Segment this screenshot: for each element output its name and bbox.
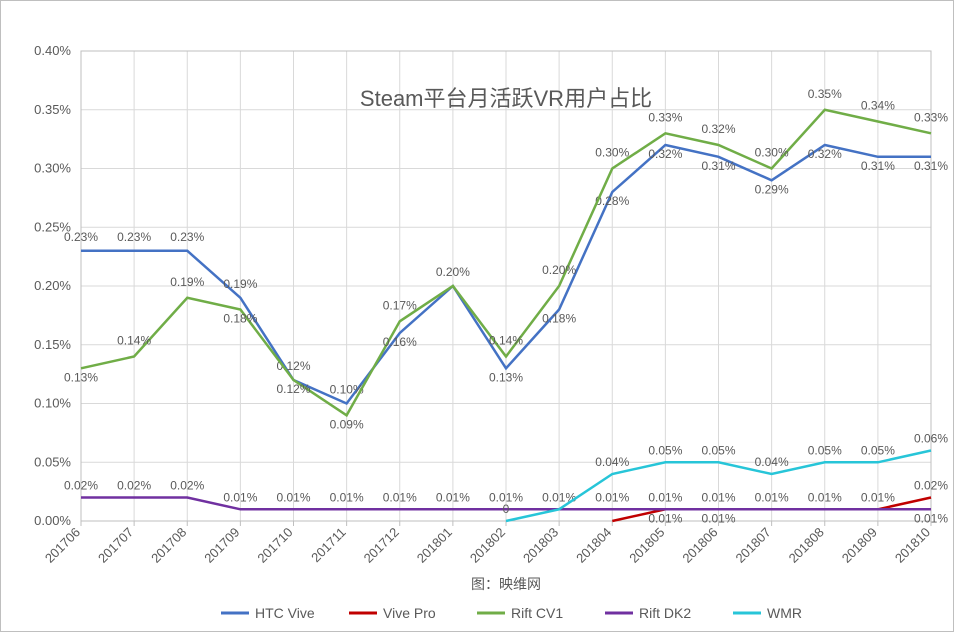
x-tick-label: 201710	[254, 525, 295, 566]
data-label: 0.30%	[755, 146, 789, 160]
x-tick-label: 201805	[626, 525, 667, 566]
x-tick-label: 201801	[414, 525, 455, 566]
y-tick-label: 0.00%	[34, 513, 71, 528]
data-label: 0.01%	[755, 490, 789, 504]
data-label: 0.02%	[64, 479, 98, 493]
data-label: 0.19%	[170, 275, 204, 289]
data-label: 0.16%	[383, 335, 417, 349]
data-label: 0.33%	[648, 110, 682, 124]
y-tick-label: 0.35%	[34, 102, 71, 117]
chart-title: Steam平台月活跃VR用户占比	[360, 86, 652, 111]
data-label: 0.01%	[648, 511, 682, 525]
data-label: 0.12%	[276, 382, 310, 396]
x-tick-label: 201707	[95, 525, 136, 566]
y-tick-label: 0.05%	[34, 454, 71, 469]
data-label: 0.23%	[170, 230, 204, 244]
x-tick-label: 201806	[679, 525, 720, 566]
data-label: 0.18%	[542, 312, 576, 326]
data-label: 0.06%	[914, 432, 948, 446]
x-tick-label: 201803	[520, 525, 561, 566]
data-label: 0.13%	[489, 370, 523, 384]
data-label: 0.35%	[808, 87, 842, 101]
chart-container: 0.00%0.05%0.10%0.15%0.20%0.25%0.30%0.35%…	[0, 0, 954, 632]
legend-label: Vive Pro	[383, 605, 436, 621]
data-label: 0.33%	[914, 110, 948, 124]
x-tick-label: 201808	[786, 525, 827, 566]
data-label: 0.02%	[914, 479, 948, 493]
data-label: 0.05%	[808, 443, 842, 457]
x-tick-label: 201709	[201, 525, 242, 566]
x-tick-label: 201711	[308, 525, 349, 566]
x-tick-label: 201706	[42, 525, 83, 566]
data-label: 0.32%	[701, 122, 735, 136]
x-tick-label: 201712	[361, 525, 402, 566]
data-label: 0.01%	[595, 490, 629, 504]
data-label: 0.02%	[117, 479, 151, 493]
x-tick-label: 201809	[839, 525, 880, 566]
data-label: 0.01%	[223, 490, 257, 504]
x-tick-label: 201708	[148, 525, 189, 566]
data-label: 0.02%	[170, 479, 204, 493]
data-label: 0.01%	[436, 490, 470, 504]
data-label: 0.01%	[383, 490, 417, 504]
y-tick-label: 0.30%	[34, 161, 71, 176]
x-tick-label: 201804	[573, 525, 614, 566]
chart-caption: 图：映维网	[471, 576, 541, 592]
data-label: 0.23%	[117, 230, 151, 244]
y-tick-label: 0.15%	[34, 337, 71, 352]
data-label: 0.31%	[914, 159, 948, 173]
data-label: 0.05%	[648, 443, 682, 457]
data-label: 0.01%	[808, 490, 842, 504]
data-label: 0.20%	[542, 263, 576, 277]
data-label: 0.18%	[223, 312, 257, 326]
data-label: 0.04%	[755, 455, 789, 469]
y-tick-label: 0.10%	[34, 396, 71, 411]
data-label: 0	[503, 502, 510, 516]
data-label: 0.05%	[701, 443, 735, 457]
x-tick-label: 201810	[892, 525, 933, 566]
data-label: 0.29%	[755, 182, 789, 196]
data-label: 0.13%	[64, 370, 98, 384]
legend-label: Rift CV1	[511, 605, 563, 621]
data-label: 0.09%	[330, 417, 364, 431]
data-label: 0.31%	[701, 159, 735, 173]
data-label: 0.32%	[808, 147, 842, 161]
legend-label: WMR	[767, 605, 802, 621]
data-label: 0.23%	[64, 230, 98, 244]
data-label: 0.14%	[489, 334, 523, 348]
line-chart-svg: 0.00%0.05%0.10%0.15%0.20%0.25%0.30%0.35%…	[1, 1, 954, 633]
y-tick-label: 0.40%	[34, 43, 71, 58]
legend-label: Rift DK2	[639, 605, 691, 621]
data-label: 0.30%	[595, 146, 629, 160]
data-label: 0.34%	[861, 99, 895, 113]
data-label: 0.05%	[861, 443, 895, 457]
data-label: 0.01%	[276, 490, 310, 504]
y-tick-label: 0.20%	[34, 278, 71, 293]
data-label: 0.17%	[383, 298, 417, 312]
data-label: 0.01%	[648, 490, 682, 504]
data-label: 0.01%	[861, 490, 895, 504]
data-label: 0.14%	[117, 334, 151, 348]
legend-label: HTC Vive	[255, 605, 315, 621]
x-tick-label: 201802	[467, 525, 508, 566]
data-label: 0.04%	[595, 455, 629, 469]
data-label: 0.01%	[330, 490, 364, 504]
data-label: 0.01%	[701, 511, 735, 525]
data-label: 0.32%	[648, 147, 682, 161]
data-label: 0.20%	[436, 265, 470, 279]
data-label: 0.01%	[914, 511, 948, 525]
x-tick-label: 201807	[732, 525, 773, 566]
data-label: 0.19%	[223, 277, 257, 291]
data-label: 0.31%	[861, 159, 895, 173]
data-label: 0.01%	[701, 490, 735, 504]
